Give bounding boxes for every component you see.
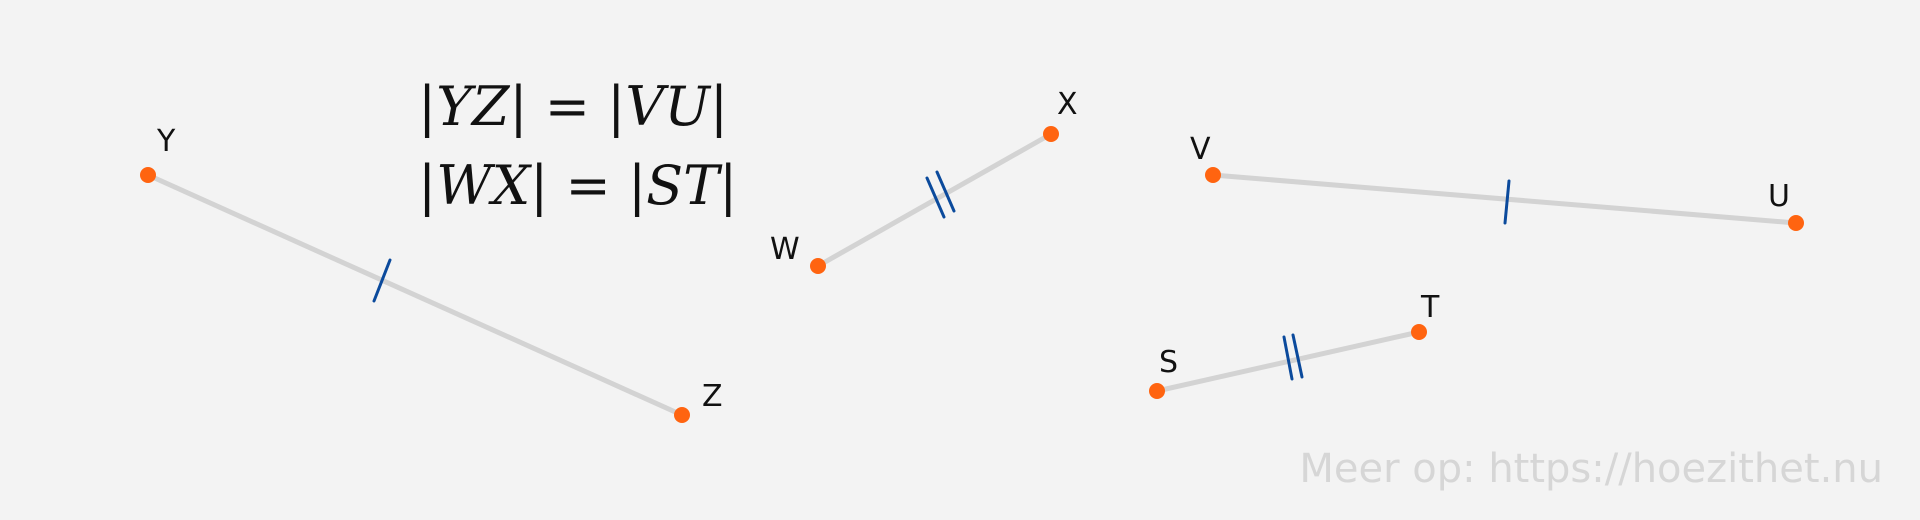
point-u: [1788, 215, 1804, 231]
point-w: [810, 258, 826, 274]
label-x: X: [1057, 87, 1078, 122]
tick-yz: [372, 258, 392, 303]
eq1-left-1: Y: [436, 75, 476, 138]
point-labels: Y Z W X V U S T: [156, 87, 1790, 414]
label-s: S: [1159, 345, 1178, 380]
segment-vu: [1210, 172, 1799, 226]
segments-layer: [145, 131, 1799, 418]
segment-yz: [145, 172, 685, 418]
label-y: Y: [156, 124, 176, 159]
congruence-ticks: [372, 170, 1511, 381]
label-t: T: [1420, 290, 1440, 325]
segment-wx: [815, 131, 1054, 269]
label-v: V: [1190, 132, 1211, 167]
label-w: W: [770, 232, 800, 267]
tick-vu: [1503, 179, 1511, 225]
label-z: Z: [702, 379, 723, 414]
tick-wx-1: [925, 176, 946, 219]
point-t: [1411, 324, 1427, 340]
point-z: [674, 407, 690, 423]
eq1-right-2: U: [664, 75, 711, 138]
watermark-text: Meer op: https://hoezithet.nu: [1299, 446, 1883, 492]
tick-st-2: [1291, 333, 1304, 379]
point-v: [1205, 167, 1221, 183]
equation-yz-vu: |YZ| = |VU|: [418, 75, 728, 138]
eq2-left-1: W: [436, 154, 496, 217]
eq2-left-2: X: [488, 154, 533, 217]
point-s: [1149, 383, 1165, 399]
eq2-right-1: S: [646, 154, 683, 217]
tick-wx-2: [935, 170, 956, 213]
eq2-right-2: T: [683, 154, 723, 217]
points-layer: [140, 126, 1804, 423]
equation-wx-st: |WX| = |ST|: [418, 154, 737, 217]
point-x: [1043, 126, 1059, 142]
label-u: U: [1768, 179, 1790, 214]
equations: |YZ| = |VU| |WX| = |ST|: [418, 75, 737, 217]
tick-st-1: [1282, 335, 1294, 381]
eq1-right-1: V: [625, 75, 669, 138]
eq1-left-2: Z: [470, 75, 511, 138]
point-y: [140, 167, 156, 183]
